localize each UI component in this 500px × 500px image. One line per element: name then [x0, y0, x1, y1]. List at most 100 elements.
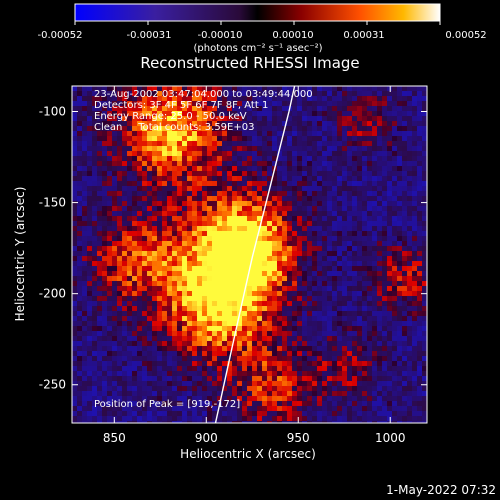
heatmap-cell	[132, 311, 137, 316]
heatmap-cell	[267, 86, 272, 91]
heatmap-cell	[132, 101, 137, 106]
heatmap-cell	[127, 401, 132, 406]
heatmap-cell	[387, 421, 392, 423]
heatmap-cell	[352, 161, 357, 166]
heatmap-cell	[212, 371, 217, 376]
heatmap-cell	[132, 256, 137, 261]
heatmap-cell	[112, 251, 117, 256]
heatmap-cell	[197, 371, 202, 376]
heatmap-cell	[97, 316, 102, 321]
heatmap-cell	[252, 366, 257, 371]
heatmap-cell	[247, 136, 252, 141]
heatmap-cell	[287, 401, 292, 406]
heatmap-cell	[187, 346, 192, 351]
heatmap-cell	[142, 401, 147, 406]
heatmap-cell	[347, 286, 352, 291]
heatmap-cell	[182, 366, 187, 371]
heatmap-cell	[122, 116, 127, 121]
heatmap-cell	[422, 406, 427, 411]
heatmap-cell	[417, 111, 422, 116]
heatmap-cell	[177, 131, 182, 136]
heatmap-cell	[177, 236, 182, 241]
heatmap-cell	[247, 306, 252, 311]
heatmap-cell	[402, 381, 407, 386]
heatmap-cell	[87, 156, 92, 161]
heatmap-cell	[147, 371, 152, 376]
heatmap-cell	[422, 346, 427, 351]
heatmap-cell	[177, 381, 182, 386]
heatmap-cell	[247, 366, 252, 371]
heatmap-cell	[412, 96, 417, 101]
heatmap-cell	[157, 131, 162, 136]
heatmap-cell	[367, 96, 372, 101]
heatmap-cell	[107, 96, 112, 101]
heatmap-cell	[237, 406, 242, 411]
heatmap-cell	[87, 221, 92, 226]
heatmap-cell	[217, 256, 222, 261]
heatmap-cell	[222, 396, 227, 401]
heatmap-cell	[102, 101, 107, 106]
heatmap-cell	[72, 296, 77, 301]
heatmap-cell	[157, 346, 162, 351]
heatmap-cell	[207, 101, 212, 106]
heatmap-cell	[177, 331, 182, 336]
heatmap-cell	[167, 351, 172, 356]
heatmap-cell	[92, 281, 97, 286]
heatmap-cell	[292, 256, 297, 261]
heatmap-cell	[132, 371, 137, 376]
heatmap-cell	[252, 306, 257, 311]
heatmap-cell	[122, 121, 127, 126]
heatmap-cell	[312, 86, 317, 91]
heatmap-cell	[82, 341, 87, 346]
heatmap-cell	[197, 376, 202, 381]
heatmap-cell	[267, 226, 272, 231]
heatmap-cell	[222, 346, 227, 351]
heatmap-cell	[332, 241, 337, 246]
heatmap-cell	[337, 286, 342, 291]
heatmap-cell	[87, 296, 92, 301]
heatmap-cell	[327, 171, 332, 176]
heatmap-cell	[167, 286, 172, 291]
heatmap-cell	[417, 236, 422, 241]
heatmap-cell	[382, 181, 387, 186]
heatmap-cell	[352, 361, 357, 366]
heatmap-cell	[227, 126, 232, 131]
heatmap-cell	[177, 311, 182, 316]
heatmap-cell	[87, 306, 92, 311]
heatmap-cell	[122, 396, 127, 401]
heatmap-cell	[382, 296, 387, 301]
heatmap-cell	[122, 381, 127, 386]
heatmap-cell	[112, 321, 117, 326]
heatmap-cell	[332, 246, 337, 251]
heatmap-cell	[357, 261, 362, 266]
heatmap-cell	[192, 356, 197, 361]
x-axis-label: Heliocentric X (arcsec)	[180, 447, 316, 461]
heatmap-cell	[292, 401, 297, 406]
heatmap-cell	[217, 206, 222, 211]
heatmap-cell	[397, 151, 402, 156]
heatmap-cell	[302, 211, 307, 216]
heatmap-cell	[262, 191, 267, 196]
heatmap-cell	[92, 271, 97, 276]
heatmap-cell	[122, 406, 127, 411]
heatmap-cell	[342, 351, 347, 356]
heatmap-cell	[237, 326, 242, 331]
heatmap-cell	[302, 351, 307, 356]
heatmap-cell	[122, 91, 127, 96]
heatmap-cell	[147, 286, 152, 291]
heatmap-cell	[247, 276, 252, 281]
heatmap-cell	[247, 206, 252, 211]
heatmap-cell	[87, 171, 92, 176]
heatmap-cell	[282, 411, 287, 416]
heatmap-cell	[397, 206, 402, 211]
heatmap-cell	[367, 141, 372, 146]
heatmap-cell	[362, 226, 367, 231]
heatmap-cell	[162, 96, 167, 101]
heatmap-cell	[342, 216, 347, 221]
heatmap-cell	[387, 141, 392, 146]
heatmap-cell	[267, 421, 272, 423]
heatmap-cell	[377, 196, 382, 201]
heatmap-cell	[197, 256, 202, 261]
heatmap-cell	[237, 321, 242, 326]
heatmap-cell	[127, 371, 132, 376]
